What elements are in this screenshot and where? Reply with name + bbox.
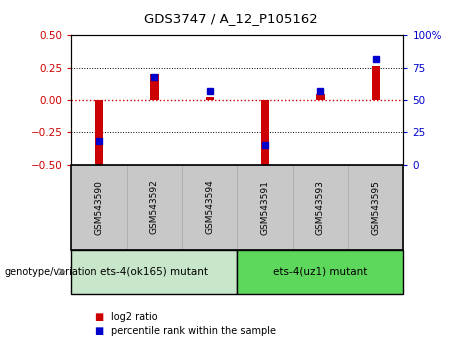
Text: log2 ratio: log2 ratio <box>111 312 157 322</box>
Text: GSM543595: GSM543595 <box>371 179 380 235</box>
Bar <box>150 74 159 100</box>
Bar <box>261 100 269 165</box>
Text: GSM543590: GSM543590 <box>95 179 104 235</box>
Bar <box>372 67 380 100</box>
Text: GSM543592: GSM543592 <box>150 180 159 234</box>
Text: GSM543594: GSM543594 <box>205 180 214 234</box>
Text: GSM543593: GSM543593 <box>316 179 325 235</box>
Bar <box>206 97 214 100</box>
Text: GDS3747 / A_12_P105162: GDS3747 / A_12_P105162 <box>144 12 317 25</box>
Text: ■: ■ <box>95 312 104 322</box>
Text: ■: ■ <box>95 326 104 336</box>
Bar <box>95 100 103 167</box>
Text: genotype/variation: genotype/variation <box>5 267 97 277</box>
Text: percentile rank within the sample: percentile rank within the sample <box>111 326 276 336</box>
Text: GSM543591: GSM543591 <box>260 179 270 235</box>
Bar <box>316 93 325 100</box>
Text: ets-4(ok165) mutant: ets-4(ok165) mutant <box>100 267 208 277</box>
Text: ets-4(uz1) mutant: ets-4(uz1) mutant <box>273 267 367 277</box>
